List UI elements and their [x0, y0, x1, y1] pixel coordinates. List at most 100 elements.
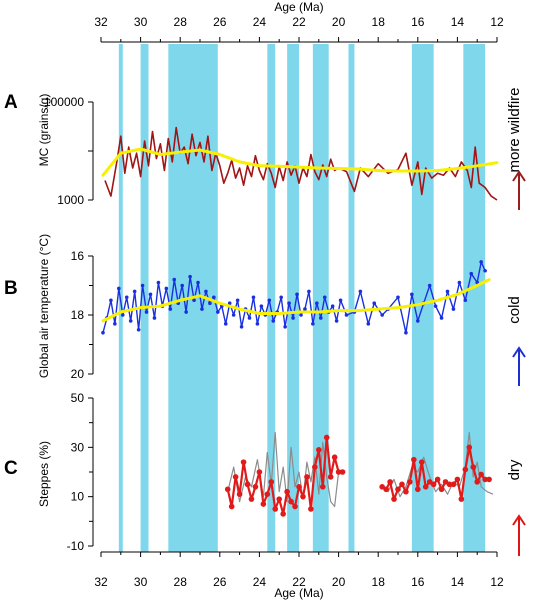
arrow-head — [512, 170, 526, 182]
data-point — [256, 469, 263, 475]
data-point — [148, 292, 153, 297]
data-point — [192, 298, 196, 303]
x-tick-label-bottom: 14 — [451, 575, 465, 589]
series-line — [227, 431, 340, 508]
data-point — [344, 313, 349, 317]
data-point — [120, 313, 125, 317]
y-axis-title: Global air temperature (°C) — [37, 234, 51, 378]
x-tick-label-top: 16 — [411, 15, 425, 29]
x-tick-label-bottom: 22 — [292, 575, 306, 589]
x-tick-label-bottom: 16 — [411, 575, 425, 589]
series-line — [226, 436, 343, 516]
data-point — [276, 496, 283, 502]
data-point — [200, 307, 204, 311]
data-point — [404, 330, 408, 335]
data-point — [469, 271, 474, 276]
data-point — [482, 476, 488, 483]
y-tick-label: 50 — [71, 391, 85, 405]
data-point — [204, 289, 208, 294]
data-point — [312, 464, 318, 470]
data-point — [422, 484, 429, 490]
data-point — [330, 304, 335, 308]
series-line — [381, 446, 490, 501]
shaded-interval — [348, 44, 355, 552]
data-point — [454, 476, 461, 483]
data-point — [338, 298, 343, 303]
x-tick-label-bottom: 18 — [372, 575, 386, 589]
data-point — [283, 325, 287, 329]
direction-arrow-icon — [512, 346, 526, 386]
data-point — [140, 283, 145, 288]
data-point — [239, 325, 244, 329]
y-tick-label: 1000 — [57, 193, 84, 207]
x-tick-label-bottom: 24 — [253, 575, 267, 589]
data-point — [438, 486, 445, 493]
data-point — [331, 454, 338, 461]
data-point — [457, 280, 462, 285]
y-tick-label: 10 — [71, 490, 85, 504]
data-point — [466, 444, 473, 451]
data-point — [451, 307, 456, 311]
data-point — [396, 295, 400, 300]
data-point — [172, 277, 177, 282]
data-point — [299, 313, 303, 317]
side-label: cold — [506, 296, 523, 324]
data-point — [124, 295, 129, 300]
data-point — [308, 506, 314, 512]
data-point — [430, 481, 437, 488]
data-point — [271, 319, 276, 323]
data-point — [433, 304, 438, 308]
data-point — [232, 474, 239, 480]
data-point — [252, 484, 259, 490]
panel-c: -10 10 30 50 Steppes (%) C dry — [4, 391, 526, 556]
data-point — [101, 330, 105, 335]
shaded-interval — [267, 44, 276, 552]
data-point — [208, 301, 212, 306]
trend-curve — [101, 278, 491, 323]
data-point — [212, 295, 216, 300]
trend-curve — [101, 147, 499, 177]
x-tick-label-bottom: 26 — [213, 575, 227, 589]
data-point — [236, 491, 243, 498]
data-point — [168, 307, 173, 311]
data-point — [259, 304, 264, 308]
data-point — [335, 469, 342, 475]
data-point — [479, 260, 483, 264]
x-tick-label-bottom: 32 — [94, 575, 108, 589]
data-point — [303, 307, 307, 311]
data-point — [334, 319, 339, 323]
data-point — [380, 313, 384, 317]
x-tick-label-top: 22 — [292, 15, 306, 29]
panel-letter: C — [4, 458, 18, 479]
data-point — [248, 496, 255, 502]
data-point — [144, 310, 149, 314]
data-point — [251, 295, 256, 300]
series-line — [104, 126, 498, 201]
data-point — [315, 301, 319, 306]
data-point — [339, 469, 346, 475]
data-point — [300, 493, 306, 500]
data-point — [411, 456, 417, 463]
y-tick-label: 30 — [71, 440, 85, 454]
shaded-interval — [463, 44, 486, 552]
data-point — [450, 481, 457, 488]
data-point — [113, 322, 117, 326]
x-tick-label-top: 24 — [253, 15, 267, 29]
data-point — [478, 471, 484, 478]
data-point — [474, 479, 481, 485]
data-point — [316, 447, 322, 453]
data-point — [319, 484, 326, 490]
x-tick-label-top: 26 — [213, 15, 227, 29]
shaded-interval — [287, 44, 299, 552]
data-point — [128, 319, 133, 323]
y-tick-label: 100000 — [44, 95, 84, 109]
data-point — [292, 503, 298, 510]
data-point — [483, 268, 487, 273]
data-point — [216, 310, 220, 314]
panel-letter: B — [4, 278, 18, 299]
data-point — [284, 488, 290, 495]
direction-arrow-icon — [512, 170, 526, 210]
data-point — [268, 479, 275, 485]
